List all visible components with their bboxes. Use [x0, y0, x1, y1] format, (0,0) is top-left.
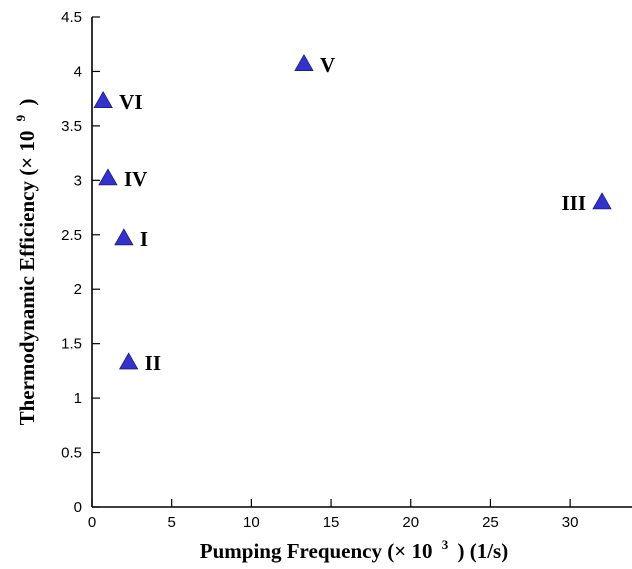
y-tick-label: 0 [74, 499, 82, 516]
x-axis-title-exponent: 3 [442, 537, 449, 552]
data-point-marker [592, 192, 612, 210]
y-tick-label: 2.5 [61, 227, 82, 244]
y-tick-label: 1 [74, 390, 82, 407]
x-tick-label: 15 [323, 514, 340, 531]
y-tick-label: 0.5 [61, 445, 82, 462]
data-point-label: VI [119, 90, 142, 114]
x-axis-title: Pumping Frequency (× 10 3 ) (1/s) [200, 530, 508, 563]
data-point-marker [98, 168, 118, 186]
data-point-marker [294, 54, 314, 71]
x-tick-label: 25 [482, 514, 499, 531]
y-axis-title-suffix: ) [15, 99, 39, 106]
data-point-label: I [140, 227, 148, 251]
x-axis-title-suffix: ) (1/s) [457, 539, 508, 563]
x-axis-title-main: Pumping Frequency (× 10 [200, 539, 433, 563]
x-tick-label: 0 [88, 514, 96, 531]
data-point-marker [118, 352, 139, 370]
x-tick-label: 10 [243, 514, 260, 531]
x-tick-label: 5 [168, 514, 176, 531]
y-tick-label: 4 [74, 63, 82, 80]
y-tick-label: 2 [74, 281, 82, 298]
plot-axes [91, 17, 632, 508]
y-tick-label: 1.5 [61, 336, 82, 353]
data-point-label: III [561, 191, 586, 215]
y-axis-ticks: 0 0.5 1 1.5 2 2.5 3 3.5 4 4.5 [61, 9, 100, 516]
data-point-label: II [145, 351, 161, 375]
x-tick-label: 20 [402, 514, 419, 531]
y-axis-title-main: Thermodynamic Efficiency (× 10 [15, 131, 39, 426]
y-axis-title-exponent: 9 [13, 114, 28, 121]
y-tick-label: 3 [74, 172, 82, 189]
data-point-label: IV [124, 167, 147, 191]
y-axis-title: Thermodynamic Efficiency (× 10 9 ) [6, 99, 39, 426]
y-tick-label: 4.5 [61, 9, 82, 26]
x-axis-ticks: 0 5 10 15 20 25 30 [88, 499, 579, 531]
x-tick-label: 30 [562, 514, 579, 531]
data-point-marker [114, 228, 134, 246]
y-tick-label: 3.5 [61, 118, 82, 135]
data-point-marker [93, 91, 113, 108]
data-point-label: V [320, 53, 335, 77]
